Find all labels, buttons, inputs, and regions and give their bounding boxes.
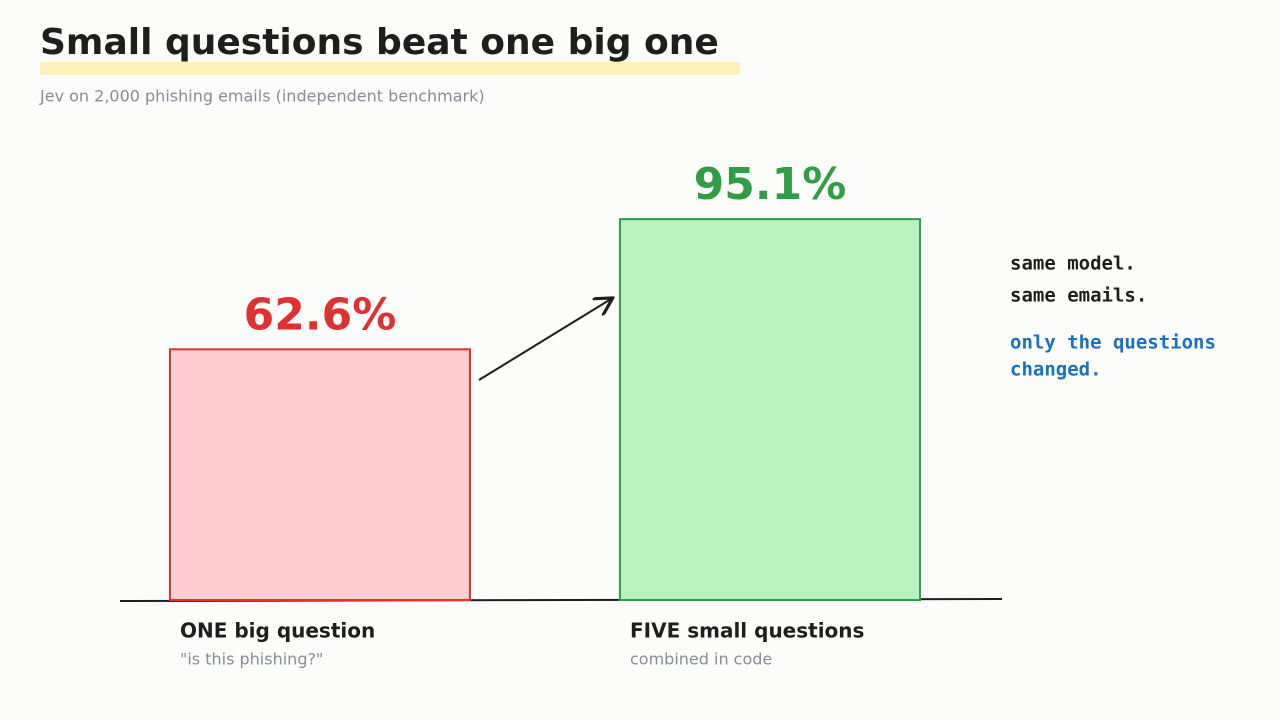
chart-subtitle: Jev on 2,000 phishing emails (independen… — [39, 87, 485, 106]
bar — [169, 348, 471, 601]
annotation: same model. — [1010, 253, 1136, 275]
value-label: 62.6% — [244, 289, 397, 340]
title-highlight — [40, 62, 740, 75]
category-note: combined in code — [630, 650, 772, 669]
value-label: 95.1% — [694, 159, 847, 210]
annotation: only the questions — [1010, 332, 1216, 354]
bar — [619, 218, 921, 601]
annotation: changed. — [1010, 359, 1102, 381]
category-label: ONE big question — [180, 619, 375, 643]
category-label: FIVE small questions — [630, 619, 864, 643]
annotation: same emails. — [1010, 285, 1147, 307]
chart-title: Small questions beat one big one — [40, 22, 719, 63]
category-note: "is this phishing?" — [180, 650, 323, 669]
arrow — [478, 299, 611, 381]
